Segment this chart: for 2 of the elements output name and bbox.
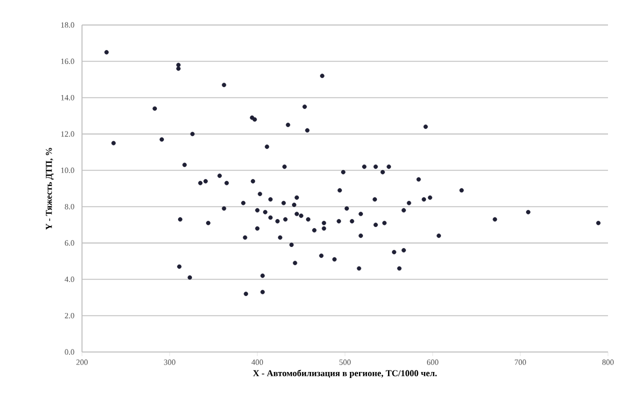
y-axis-title: Y - Тяжесть ДТП, % (46, 148, 54, 230)
x-axis-title: X - Автомобилизация в регионе, ТС/1000 чел. (253, 370, 437, 378)
